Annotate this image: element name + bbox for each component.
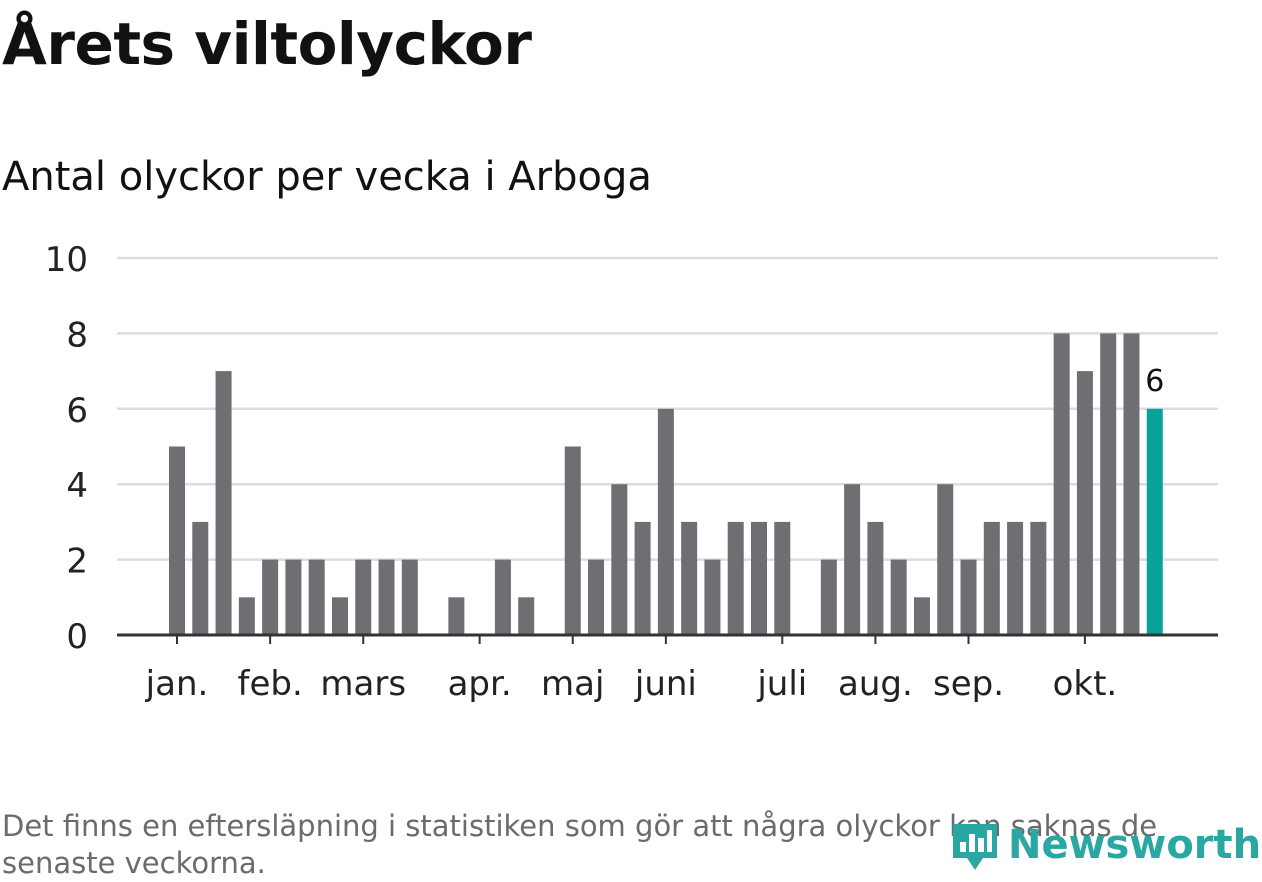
chart-subtitle: Antal olyckor per vecka i Arboga: [2, 154, 652, 200]
bar: [355, 559, 372, 635]
chart-title: Årets viltolyckor: [2, 10, 532, 78]
x-tick-label: mars: [320, 664, 406, 704]
bar: [774, 521, 791, 635]
bar: [448, 597, 465, 635]
y-axis-labels: 0 2 4 6 8 10: [45, 240, 88, 657]
bar: [820, 559, 837, 635]
y-tick-label: 8: [66, 315, 88, 355]
bar: [564, 446, 581, 635]
bar: [262, 559, 279, 635]
annotations: 6: [1145, 364, 1164, 399]
bar: [937, 484, 954, 635]
x-tick-label: okt.: [1053, 664, 1118, 704]
bar: [1030, 521, 1047, 635]
bar: [1076, 371, 1093, 635]
y-tick-label: 10: [45, 240, 88, 280]
x-tick-label: apr.: [448, 664, 512, 704]
bar: [634, 521, 651, 635]
x-tick-label: sep.: [933, 664, 1004, 704]
bar-highlight: [1146, 408, 1163, 635]
bar: [983, 521, 1000, 635]
bar: [890, 559, 907, 635]
bar: [169, 446, 185, 635]
bar: [285, 559, 302, 635]
x-tick-label: feb.: [237, 664, 302, 704]
bar: [588, 559, 605, 635]
bar: [1007, 521, 1024, 635]
bar: [913, 597, 930, 635]
bar: [681, 521, 698, 635]
bar: [1053, 333, 1070, 635]
x-tick-label: juli: [756, 664, 807, 704]
bar: [611, 484, 628, 635]
y-tick-label: 4: [66, 466, 88, 506]
bar: [960, 559, 977, 635]
bar: [331, 597, 348, 635]
x-tick-label: juni: [634, 664, 697, 704]
bar: [1100, 333, 1117, 635]
y-tick-label: 6: [66, 391, 88, 431]
bar: [494, 559, 511, 635]
bar: [238, 597, 255, 635]
bars: [169, 333, 1163, 635]
y-tick-label: 0: [66, 617, 88, 657]
bar: [657, 408, 674, 635]
bar: [704, 559, 721, 635]
bar: [215, 371, 232, 635]
bar: [727, 521, 744, 635]
bar: [844, 484, 861, 635]
bar: [751, 521, 767, 635]
bar: [192, 521, 209, 635]
brand-logo: Newsworthy: [950, 816, 1262, 874]
bar: [401, 559, 418, 635]
x-axis: [117, 633, 1218, 644]
bar: [308, 559, 325, 635]
brand-name: Newsworthy: [1008, 822, 1262, 868]
y-tick-label: 2: [66, 542, 88, 582]
bar: [1123, 333, 1140, 635]
data-label: 6: [1145, 364, 1164, 399]
newsworthy-logo-icon: [953, 824, 997, 870]
x-tick-label: maj: [541, 664, 604, 704]
bar: [867, 521, 884, 635]
x-axis-labels: jan. feb. mars apr. maj juni juli aug. sep. okt.: [145, 664, 1118, 704]
x-tick-label: aug.: [838, 664, 913, 704]
bar: [378, 559, 395, 635]
bar: [518, 597, 535, 635]
x-tick-label: jan.: [145, 664, 209, 704]
